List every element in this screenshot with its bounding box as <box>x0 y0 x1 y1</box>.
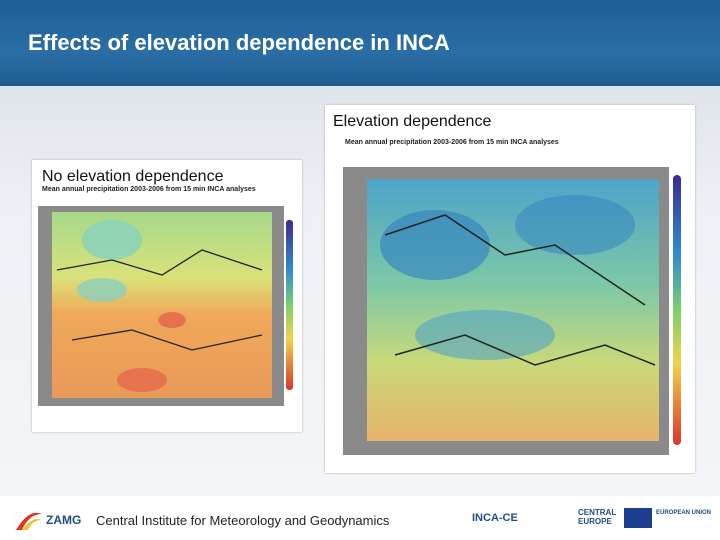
slide-title: Effects of elevation dependence in INCA <box>28 30 450 55</box>
title-bar: Effects of elevation dependence in INCA <box>0 0 720 86</box>
panel-subtitle: Mean annual precipitation 2003-2006 from… <box>345 139 559 146</box>
footer: ZAMG Central Institute for Meteorology a… <box>0 496 720 540</box>
organization: Central Institute for Meteorology and Ge… <box>96 513 390 528</box>
map <box>343 167 681 455</box>
panel-label: Elevation dependence <box>333 113 492 130</box>
map <box>38 206 293 406</box>
eu-flag <box>624 508 652 528</box>
logo-text: ZAMG <box>46 513 82 527</box>
map-panel: Elevation dependence Mean annual precipi… <box>325 105 695 473</box>
panel-subtitle: Mean annual precipitation 2003-2006 from… <box>42 186 256 193</box>
partner-logo: INCA-CE <box>472 512 518 524</box>
panel-label: No elevation dependence <box>42 168 224 185</box>
map-panel: No elevation dependence Mean annual prec… <box>32 160 302 432</box>
partner-logo: CENTRAL EUROPE <box>578 508 617 526</box>
logo-icon <box>16 512 42 530</box>
partner-logo: EUROPEAN UNION <box>656 510 712 516</box>
